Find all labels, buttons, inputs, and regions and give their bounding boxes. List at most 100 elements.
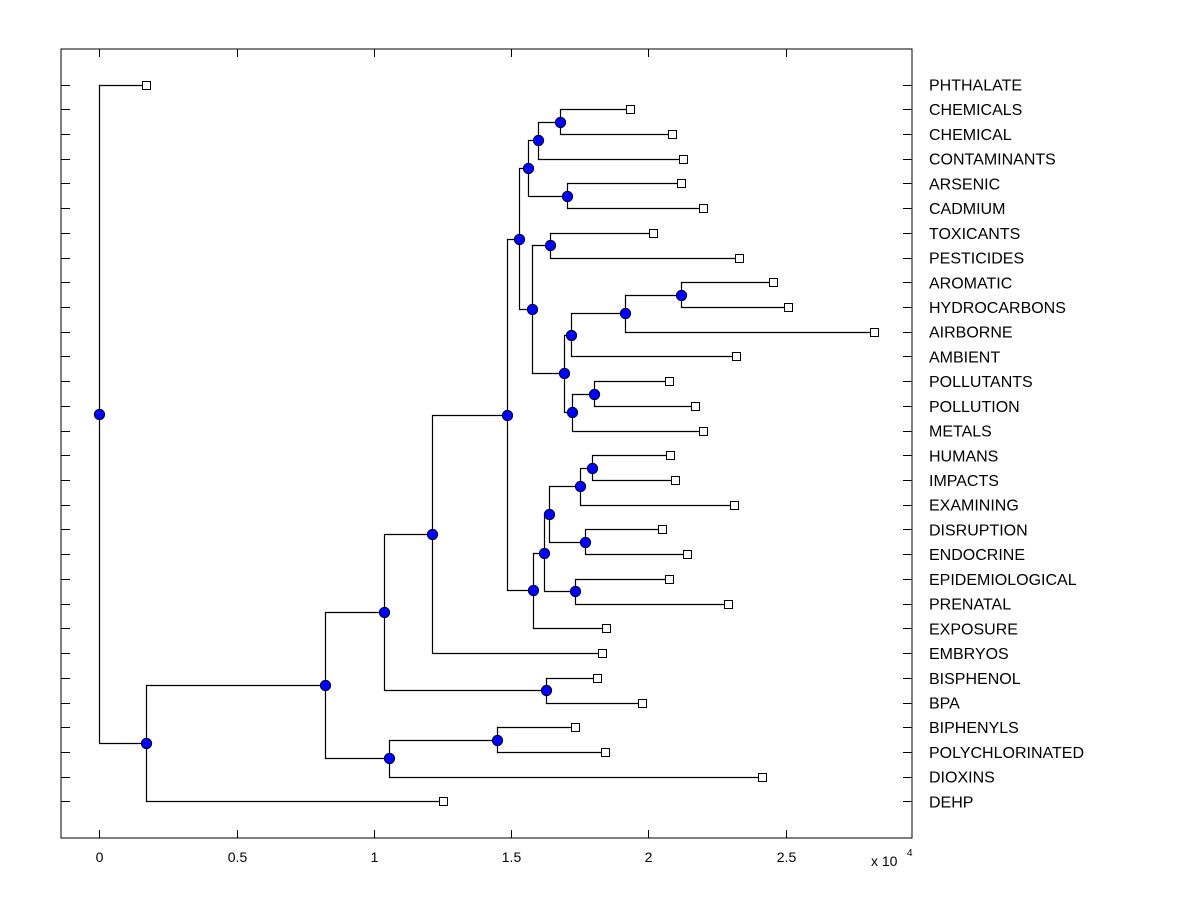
dendrogram-branch — [324, 611, 385, 686]
x-multiplier-exponent: 4 — [907, 848, 913, 859]
leaf-label: PRENATAL — [929, 597, 1011, 614]
x-tick-label: 1.5 — [502, 849, 522, 865]
internal-node-marker — [569, 585, 582, 598]
internal-node-marker — [319, 679, 332, 692]
leaf-markers — [142, 81, 879, 806]
leaf-marker — [784, 303, 793, 312]
leaf-marker — [769, 278, 778, 287]
leaf-label: CHEMICAL — [929, 127, 1012, 144]
internal-node-marker — [561, 190, 574, 203]
x-tick-label: 1 — [371, 849, 379, 865]
leaf-marker — [679, 155, 688, 164]
x-tick-label: 2.5 — [777, 849, 797, 865]
leaf-marker — [699, 204, 708, 213]
dendrogram-branch — [579, 486, 735, 507]
dendrogram-branch — [145, 684, 326, 744]
dendrogram-branch — [98, 414, 147, 745]
dendrogram-branch — [624, 313, 875, 334]
internal-node-marker — [566, 406, 579, 419]
dendrogram-branch — [570, 312, 626, 336]
leaf-label: AIRBORNE — [929, 325, 1013, 342]
leaf-marker — [724, 600, 733, 609]
leaf-marker — [666, 451, 675, 460]
internal-node-marker — [588, 388, 601, 401]
internal-node-marker — [140, 737, 153, 750]
internal-node-marker — [513, 233, 526, 246]
leaf-label: BISPHENOL — [929, 671, 1021, 688]
leaf-marker — [601, 748, 610, 757]
x-tick-label: 0.5 — [228, 849, 248, 865]
leaf-marker — [730, 501, 739, 510]
dendrogram-branch — [570, 335, 737, 358]
leaf-marker — [668, 130, 677, 139]
leaf-label: AMBIENT — [929, 349, 1000, 366]
dendrogram-branch — [388, 758, 763, 779]
leaf-label: ENDOCRINE — [929, 547, 1025, 564]
internal-node-marker — [554, 116, 567, 129]
internal-node-marker — [675, 289, 688, 302]
axes-box — [60, 48, 913, 839]
leaf-label: CHEMICALS — [929, 102, 1022, 119]
leaf-label: EMBRYOS — [929, 646, 1009, 663]
leaf-marker — [571, 723, 580, 732]
internal-node-marker — [540, 684, 553, 697]
x-tick-label: 0 — [96, 849, 104, 865]
dendrogram-branch — [537, 140, 684, 161]
dendrogram-branch — [543, 553, 576, 593]
internal-node-markers — [93, 116, 688, 765]
internal-node-marker — [527, 584, 540, 597]
internal-node-marker — [558, 367, 571, 380]
leaf-label: POLLUTION — [929, 399, 1020, 416]
leaf-marker — [602, 624, 611, 633]
leaf-label: ARSENIC — [929, 176, 1000, 193]
leaf-label: CADMIUM — [929, 201, 1005, 218]
x-axis-multiplier: x 10 4 — [871, 848, 913, 869]
leaf-label: DISRUPTION — [929, 522, 1028, 539]
dendrogram-branch — [383, 533, 433, 613]
internal-node-marker — [538, 547, 551, 560]
internal-node-marker — [526, 303, 539, 316]
dendrogram-branch — [532, 590, 607, 630]
x-multiplier-text: x 10 — [871, 853, 898, 869]
dendrogram-branch — [571, 393, 595, 413]
leaf-label: POLLUTANTS — [929, 374, 1033, 391]
leaf-marker — [758, 773, 767, 782]
internal-node-marker — [383, 752, 396, 765]
dendrogram-links — [98, 84, 875, 803]
dendrogram-branch — [527, 168, 568, 198]
leaf-label: POLYCHLORINATED — [929, 745, 1084, 762]
internal-node-marker — [532, 134, 545, 147]
leaf-label: PESTICIDES — [929, 251, 1024, 268]
leaf-label: PHTHALATE — [929, 78, 1022, 95]
internal-node-marker — [522, 162, 535, 175]
dendrogram-branch — [548, 514, 586, 544]
leaf-label: EPIDEMIOLOGICAL — [929, 572, 1077, 589]
leaf-marker — [626, 105, 635, 114]
dendrogram-branch — [98, 84, 147, 415]
leaf-label: HUMANS — [929, 448, 998, 465]
dendrogram-branch — [624, 294, 682, 314]
leaf-marker — [677, 179, 686, 188]
leaf-label: TOXICANTS — [929, 226, 1020, 243]
leaf-marker — [732, 352, 741, 361]
axes — [60, 48, 913, 839]
leaf-label: AROMATIC — [929, 275, 1012, 292]
dendrogram-branch — [506, 415, 534, 592]
leaf-label: DEHP — [929, 794, 973, 811]
dendrogram-branch — [324, 685, 390, 760]
leaf-marker — [598, 649, 607, 658]
internal-node-marker — [619, 307, 632, 320]
leaf-marker — [658, 525, 667, 534]
x-tick-label: 2 — [645, 849, 653, 865]
internal-node-marker — [501, 409, 514, 422]
leaf-marker — [142, 81, 151, 90]
dendrogram-branch — [145, 743, 444, 803]
leaf-marker — [649, 229, 658, 238]
internal-node-marker — [378, 606, 391, 619]
leaf-marker — [638, 699, 647, 708]
dendrogram-branch — [531, 244, 551, 310]
dendrogram-branch — [531, 309, 565, 375]
leaf-label: CONTAMINANTS — [929, 152, 1056, 169]
x-tick-labels: 0 0.5 1 1.5 2 2.5 — [96, 849, 797, 865]
